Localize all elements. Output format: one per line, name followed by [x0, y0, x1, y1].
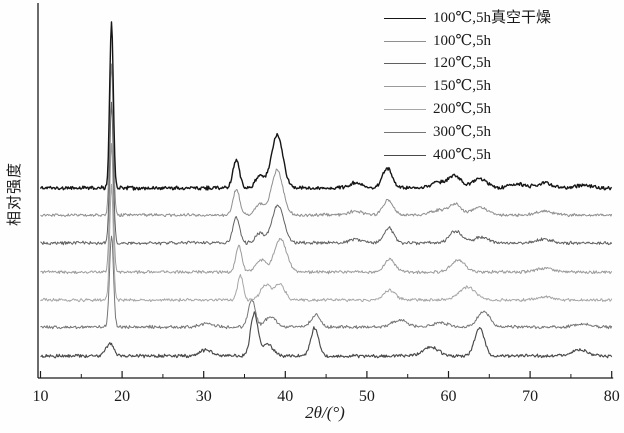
legend-label: 400℃,5h [433, 146, 492, 163]
legend-label: 150℃,5h [433, 78, 492, 95]
legend-label: 200℃,5h [433, 101, 492, 118]
x-tick-label: 60 [441, 388, 457, 405]
legend-item: 400℃,5h [384, 144, 551, 167]
xrd-curve [39, 21, 613, 191]
legend-line-swatch [384, 109, 426, 111]
x-tick-label: 50 [359, 388, 375, 405]
legend-line-swatch [384, 154, 426, 156]
y-axis-title: 相对强度 [7, 162, 23, 227]
xrd-curve [40, 142, 613, 275]
legend-line-swatch [384, 86, 426, 88]
legend-label: 100℃,5h [433, 32, 492, 49]
legend-item: 150℃,5h [384, 75, 551, 98]
xrd-curve [40, 63, 613, 218]
legend: 100℃,5h真空干燥 100℃,5h 120℃,5h 150℃,5h 200℃,5h 3… [384, 7, 551, 167]
legend-label: 100℃,5h真空干燥 [433, 9, 552, 26]
legend-line-swatch [384, 40, 426, 42]
legend-line-swatch [384, 131, 426, 133]
legend-line-swatch [384, 17, 426, 19]
x-tick-label: 40 [277, 388, 293, 405]
x-tick-label: 20 [114, 388, 130, 405]
x-tick-label: 70 [522, 388, 538, 405]
legend-label: 120℃,5h [433, 55, 492, 72]
legend-item: 100℃,5h真空干燥 [384, 7, 551, 30]
x-axis-title: 2θ/(°) [305, 403, 345, 422]
legend-item: 200℃,5h [384, 98, 551, 121]
legend-label: 300℃,5h [433, 123, 492, 140]
xrd-curve [40, 311, 613, 359]
legend-item: 120℃,5h [384, 53, 551, 76]
legend-item: 100℃,5h [384, 30, 551, 53]
xrd-curve [40, 235, 613, 330]
x-tick-label: 10 [33, 388, 49, 405]
legend-item: 300℃,5h [384, 121, 551, 144]
xrd-curve [40, 101, 613, 246]
x-tick-label: 80 [604, 388, 620, 405]
x-tick-label: 30 [196, 388, 212, 405]
legend-line-swatch [384, 63, 426, 65]
xrd-curve [40, 183, 613, 303]
